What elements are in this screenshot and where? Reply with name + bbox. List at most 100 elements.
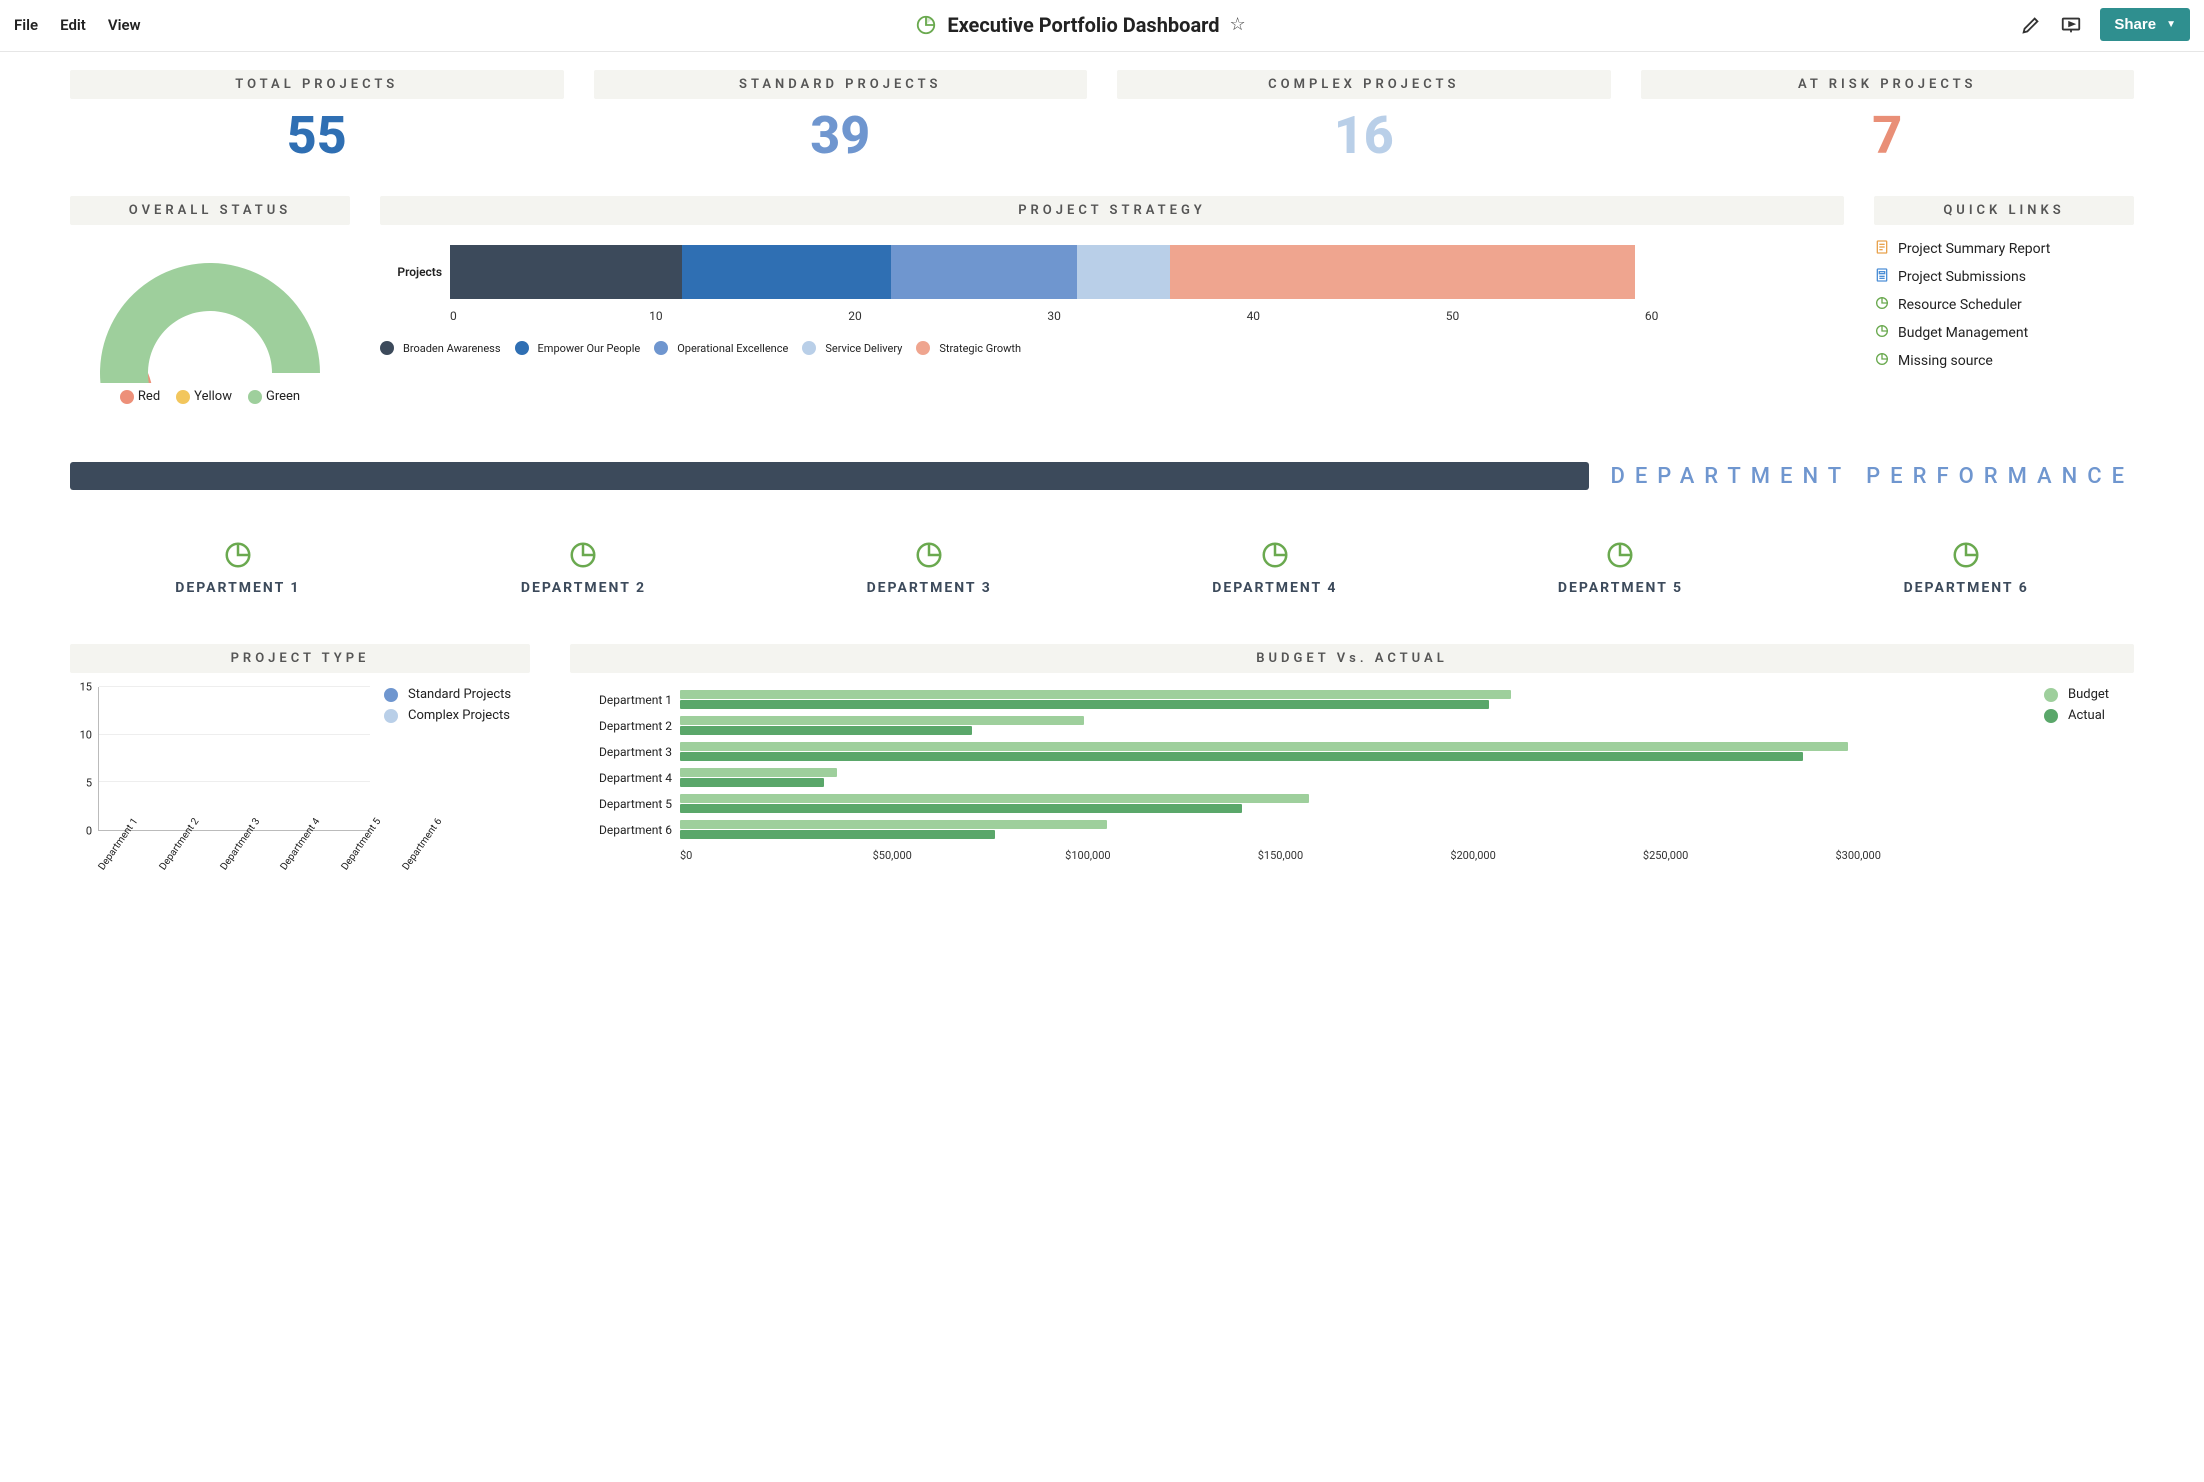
pie-icon bbox=[1605, 540, 1635, 570]
budget-row: Department 3 bbox=[570, 739, 2028, 765]
budget-actual-legend: Budget Actual bbox=[2044, 687, 2134, 862]
axis-tick: $200,000 bbox=[1450, 849, 1643, 862]
department-label: DEPARTMENT 3 bbox=[761, 580, 1097, 596]
legend-label: Actual bbox=[2068, 708, 2105, 723]
legend-label: Broaden Awareness bbox=[403, 342, 501, 355]
favorite-star-icon[interactable]: ☆ bbox=[1230, 14, 1246, 35]
strategy-axis: 0102030405060 bbox=[450, 309, 1844, 323]
legend-swatch bbox=[916, 341, 930, 355]
quick-link-item[interactable]: Resource Scheduler bbox=[1874, 291, 2134, 319]
quick-links-title: QUICK LINKS bbox=[1874, 196, 2134, 225]
pie-icon bbox=[1951, 540, 1981, 570]
department-link[interactable]: DEPARTMENT 6 bbox=[1798, 540, 2134, 596]
pie-icon bbox=[223, 540, 253, 570]
project-strategy-title: PROJECT STRATEGY bbox=[380, 196, 1844, 225]
banner-text: DEPARTMENT PERFORMANCE bbox=[1611, 464, 2134, 489]
axis-tick: $300,000 bbox=[1835, 849, 2028, 862]
quick-link-item[interactable]: Missing source bbox=[1874, 347, 2134, 375]
axis-tick: 0 bbox=[86, 825, 92, 838]
edit-icon[interactable] bbox=[2020, 14, 2042, 36]
axis-tick: $50,000 bbox=[873, 849, 1066, 862]
legend-swatch bbox=[176, 390, 190, 404]
department-link[interactable]: DEPARTMENT 3 bbox=[761, 540, 1097, 596]
quick-link-label: Resource Scheduler bbox=[1898, 297, 2022, 313]
overall-status-legend: RedYellowGreen bbox=[120, 389, 300, 404]
actual-bar bbox=[680, 778, 824, 787]
legend-item: Operational Excellence bbox=[654, 341, 788, 355]
kpi-label: AT RISK PROJECTS bbox=[1641, 70, 2135, 99]
department-label: DEPARTMENT 5 bbox=[1453, 580, 1789, 596]
actual-bar bbox=[680, 804, 1242, 813]
budget-row-bars bbox=[680, 713, 2028, 739]
topbar: File Edit View Executive Portfolio Dashb… bbox=[0, 0, 2204, 52]
pie-icon bbox=[1874, 351, 1890, 371]
department-label: DEPARTMENT 6 bbox=[1798, 580, 2134, 596]
strategy-segment bbox=[450, 245, 682, 299]
legend-swatch bbox=[384, 709, 398, 723]
budget-row: Department 1 bbox=[570, 687, 2028, 713]
kpi-value: 16 bbox=[1117, 99, 1611, 166]
quick-link-label: Project Summary Report bbox=[1898, 241, 2050, 257]
menu-view[interactable]: View bbox=[108, 16, 141, 34]
legend-swatch bbox=[802, 341, 816, 355]
share-button[interactable]: Share ▼ bbox=[2100, 8, 2190, 41]
quick-links-card: QUICK LINKS Project Summary Report Projec… bbox=[1874, 196, 2134, 375]
pie-icon bbox=[568, 540, 598, 570]
axis-tick: 0 bbox=[450, 309, 649, 323]
menu-edit[interactable]: Edit bbox=[60, 16, 86, 34]
legend-label: Strategic Growth bbox=[939, 342, 1021, 355]
header-tools: Share ▼ bbox=[2020, 8, 2190, 41]
banner-bar bbox=[70, 462, 1589, 490]
project-type-card: PROJECT TYPE 051015 Department 1Departme… bbox=[70, 644, 530, 862]
overall-status-gauge bbox=[90, 243, 330, 383]
budget-bar bbox=[680, 742, 1848, 751]
actual-bar bbox=[680, 726, 972, 735]
strategy-row-label: Projects bbox=[380, 265, 442, 279]
legend-label: Budget bbox=[2068, 687, 2109, 702]
department-link[interactable]: DEPARTMENT 4 bbox=[1107, 540, 1443, 596]
legend-swatch bbox=[2044, 688, 2058, 702]
quick-link-item[interactable]: Project Summary Report bbox=[1874, 235, 2134, 263]
dept-performance-banner: DEPARTMENT PERFORMANCE bbox=[70, 462, 2134, 490]
department-label: DEPARTMENT 2 bbox=[416, 580, 752, 596]
department-link[interactable]: DEPARTMENT 1 bbox=[70, 540, 406, 596]
legend-item: Service Delivery bbox=[802, 341, 902, 355]
legend-swatch bbox=[120, 390, 134, 404]
budget-actual-title: BUDGET Vs. ACTUAL bbox=[570, 644, 2134, 673]
present-icon[interactable] bbox=[2060, 14, 2082, 36]
gridline bbox=[99, 781, 370, 782]
department-link[interactable]: DEPARTMENT 2 bbox=[416, 540, 752, 596]
project-type-chart: 051015 Department 1Department 2Departmen… bbox=[70, 687, 370, 857]
quick-link-item[interactable]: Budget Management bbox=[1874, 319, 2134, 347]
pie-icon bbox=[1260, 540, 1290, 570]
strategy-bar bbox=[450, 245, 1844, 299]
budget-bar bbox=[680, 794, 1309, 803]
department-row: DEPARTMENT 1 DEPARTMENT 2 DEPARTMENT 3 DEPA… bbox=[70, 540, 2134, 596]
project-strategy-card: PROJECT STRATEGY Projects 0102030405060 … bbox=[380, 196, 1844, 355]
menu-file[interactable]: File bbox=[14, 16, 38, 34]
axis-tick: 10 bbox=[649, 309, 848, 323]
department-link[interactable]: DEPARTMENT 5 bbox=[1453, 540, 1789, 596]
legend-item: Standard Projects bbox=[384, 687, 511, 702]
kpi-value: 55 bbox=[70, 99, 564, 166]
legend-swatch bbox=[515, 341, 529, 355]
pie-icon bbox=[914, 540, 944, 570]
form-icon bbox=[1874, 267, 1890, 287]
share-label: Share bbox=[2114, 16, 2156, 33]
menu-bar: File Edit View bbox=[14, 16, 141, 34]
strategy-segment bbox=[1077, 245, 1170, 299]
quick-link-item[interactable]: Project Submissions bbox=[1874, 263, 2134, 291]
legend-label: Operational Excellence bbox=[677, 342, 788, 355]
quick-link-label: Missing source bbox=[1898, 353, 1993, 369]
legend-item: Yellow bbox=[176, 389, 232, 404]
project-type-title: PROJECT TYPE bbox=[70, 644, 530, 673]
legend-item: Budget bbox=[2044, 687, 2134, 702]
budget-row: Department 2 bbox=[570, 713, 2028, 739]
legend-item: Broaden Awareness bbox=[380, 341, 501, 355]
actual-bar bbox=[680, 700, 1489, 709]
kpi-row: TOTAL PROJECTS 55STANDARD PROJECTS 39COM… bbox=[70, 70, 2134, 166]
axis-tick: $0 bbox=[680, 849, 873, 862]
legend-item: Actual bbox=[2044, 708, 2134, 723]
department-label: DEPARTMENT 4 bbox=[1107, 580, 1443, 596]
kpi-card: COMPLEX PROJECTS 16 bbox=[1117, 70, 1611, 166]
